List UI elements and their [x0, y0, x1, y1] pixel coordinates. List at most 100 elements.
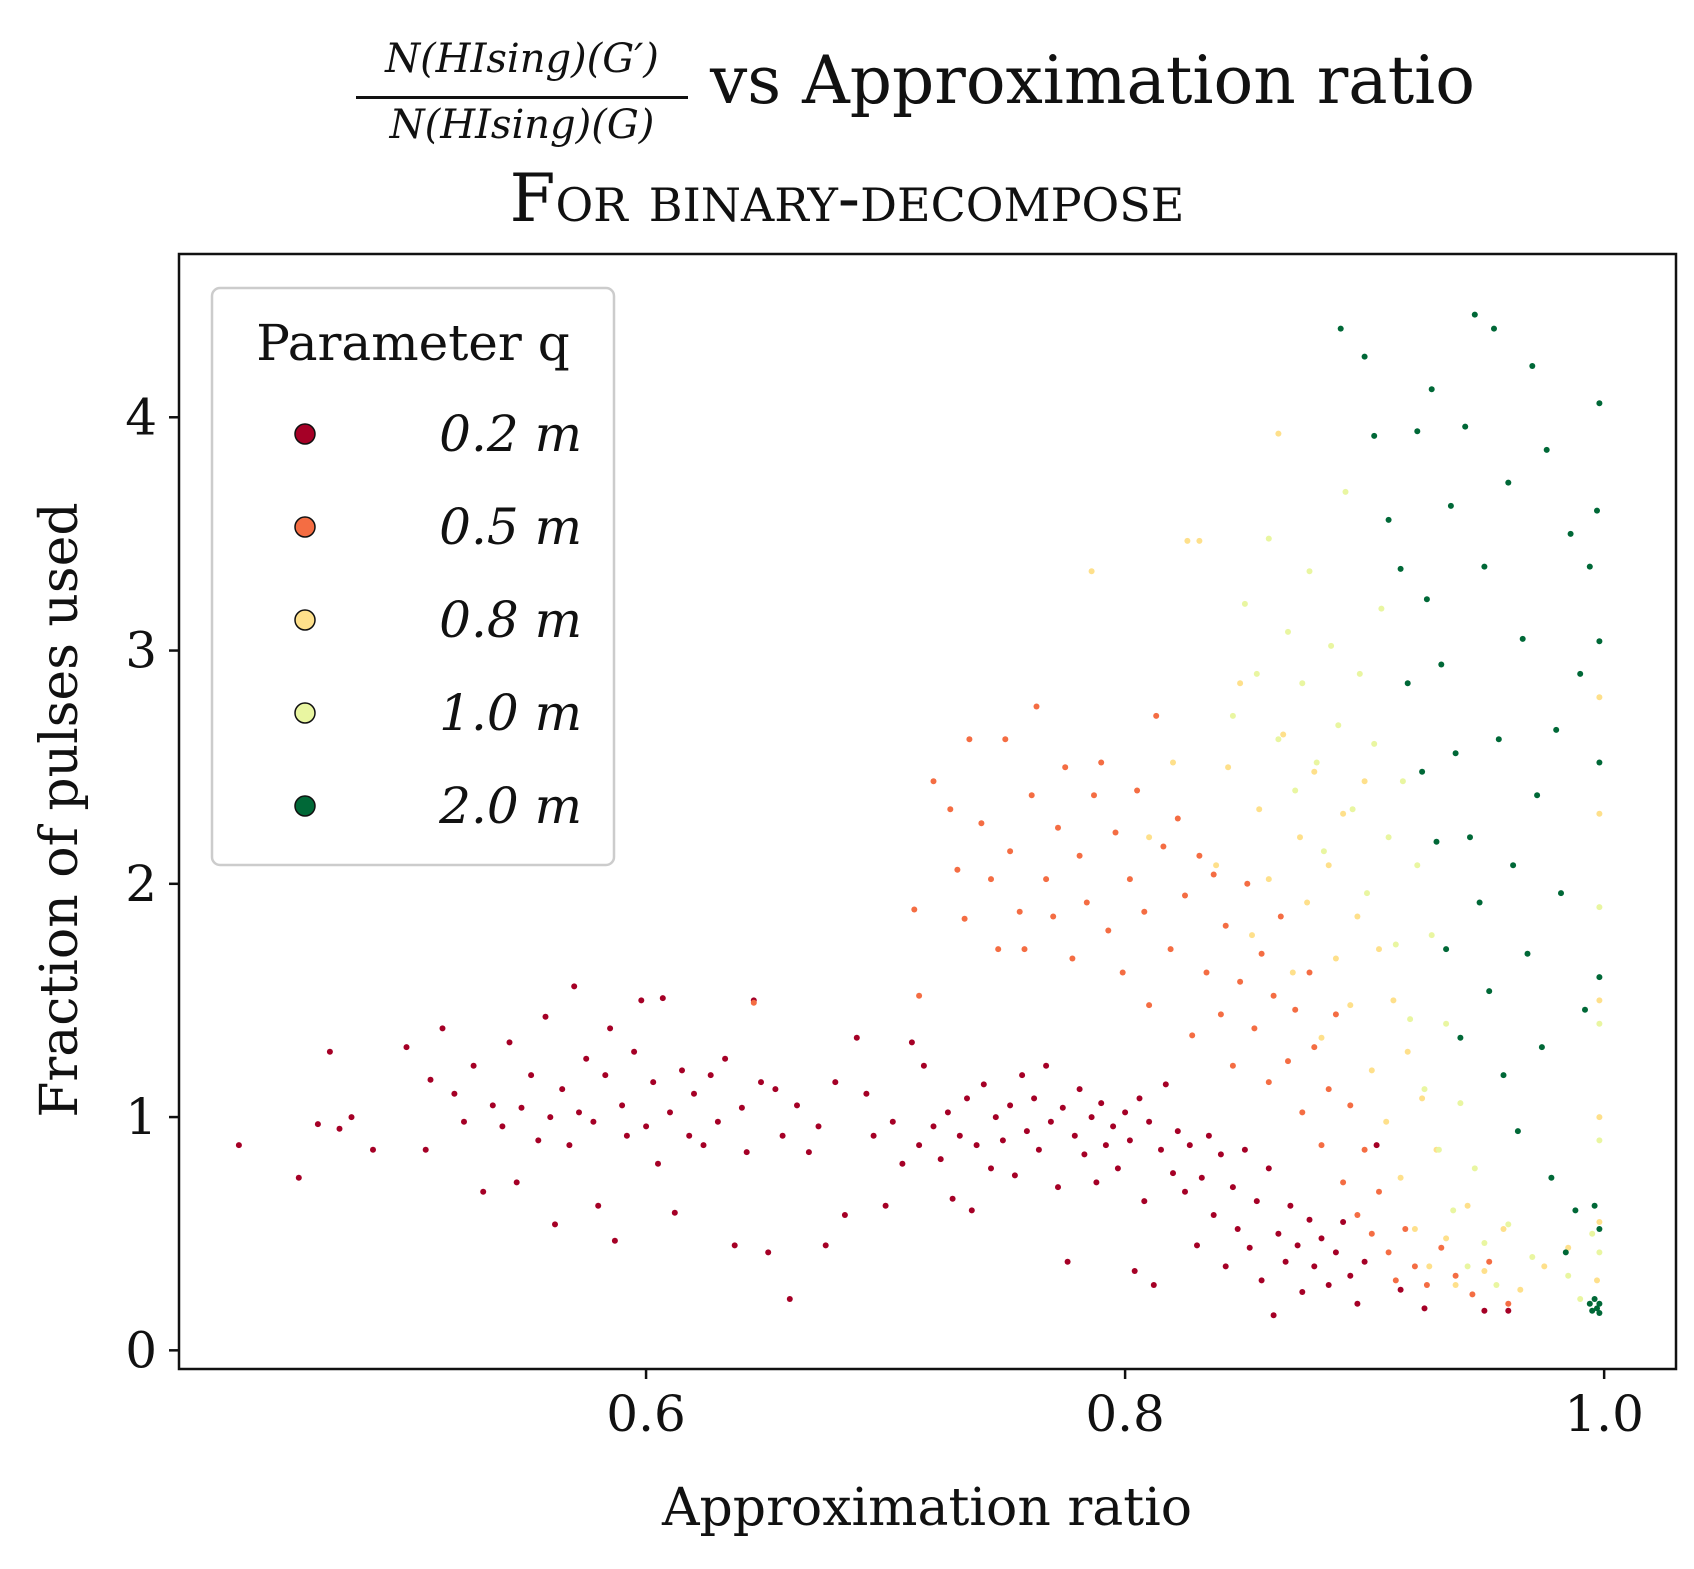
scatter-point [1328, 642, 1335, 649]
scatter-point [643, 1123, 650, 1130]
scatter-point [992, 1114, 999, 1121]
scatter-point [1253, 670, 1260, 677]
scatter-point [1043, 876, 1050, 883]
scatter-point [1383, 1118, 1390, 1125]
scatter-point [1435, 1146, 1442, 1153]
scatter-point [1397, 565, 1404, 572]
scatter-point [1325, 862, 1332, 869]
scatter-point [995, 946, 1002, 953]
scatter-point [1577, 1296, 1584, 1302]
scatter-point [1371, 432, 1378, 439]
scatter-point [1596, 1137, 1603, 1144]
scatter-point [1098, 1100, 1105, 1107]
scatter-point [743, 1149, 750, 1156]
scatter-point [1294, 1242, 1301, 1249]
scatter-point [1337, 325, 1344, 332]
scatter-point [1229, 712, 1236, 719]
scatter-point [1287, 1202, 1294, 1209]
scatter-point [899, 1160, 906, 1167]
scatter-point [1419, 1095, 1426, 1102]
scatter-point [1055, 824, 1061, 831]
legend-label: 0.2 m [439, 405, 582, 463]
scatter-point [638, 997, 645, 1004]
scatter-point [1404, 1048, 1411, 1055]
x-axis-label: Approximation ratio [661, 1478, 1192, 1538]
scatter-point [1464, 1263, 1471, 1270]
scatter-point [1596, 1114, 1603, 1121]
legend-label: 0.5 m [439, 498, 582, 556]
scatter-point [1112, 829, 1119, 836]
scatter-point [535, 1137, 542, 1144]
scatter-point [1411, 1263, 1418, 1270]
scatter-point [1131, 1268, 1138, 1274]
scatter-point [731, 1242, 738, 1249]
scatter-point [1421, 1305, 1428, 1312]
scatter-point [968, 1207, 975, 1214]
scatter-point [1428, 932, 1435, 939]
scatter-point [1397, 1286, 1404, 1293]
scatter-point [1349, 806, 1356, 813]
scatter-point [686, 1132, 693, 1139]
scatter-point [1158, 1146, 1164, 1153]
legend-marker [294, 423, 316, 445]
title-fraction-bar [356, 96, 688, 99]
scatter-point [1596, 974, 1603, 981]
scatter-point [1141, 1198, 1148, 1205]
scatter-point [590, 1118, 597, 1125]
scatter-point [805, 1149, 812, 1156]
scatter-point [1282, 1258, 1289, 1265]
scatter-points [235, 311, 1603, 1319]
scatter-point [1071, 1132, 1078, 1139]
scatter-point [1033, 703, 1040, 710]
scatter-point [1385, 834, 1392, 841]
scatter-point [470, 1062, 477, 1069]
scatter-point [1500, 1226, 1507, 1232]
series-4 [1337, 311, 1603, 1316]
scatter-point [1114, 1165, 1121, 1172]
scatter-point [1021, 946, 1028, 953]
scatter-point [1390, 997, 1397, 1004]
scatter-point [1596, 694, 1603, 701]
scatter-point [1505, 479, 1512, 486]
scatter-point [1318, 1034, 1325, 1041]
scatter-point [1275, 1230, 1282, 1237]
scatter-point [607, 1025, 614, 1032]
scatter-point [794, 1102, 800, 1109]
scatter-point [1567, 530, 1574, 537]
scatter-point [235, 1142, 242, 1149]
series-3 [1229, 488, 1603, 1302]
scatter-point [1361, 1258, 1368, 1265]
scatter-point [1189, 1032, 1196, 1039]
scatter-point [1452, 750, 1459, 757]
legend: Parameter q 0.2 m 0.5 m 0.8 m 1.0 m 2.0 m [210, 286, 616, 867]
scatter-point [1368, 1067, 1375, 1074]
scatter-point [595, 1202, 602, 1209]
scatter-point [461, 1118, 467, 1125]
scatter-point [348, 1114, 355, 1121]
scatter-point [1275, 736, 1282, 743]
scatter-point [1469, 1291, 1476, 1298]
scatter-point [1007, 1102, 1014, 1109]
scatter-point [1524, 950, 1531, 957]
scatter-point [947, 806, 954, 813]
scatter-point [1553, 726, 1560, 733]
scatter-point [930, 1123, 937, 1130]
scatter-point [1313, 759, 1320, 766]
scatter-point [707, 1072, 714, 1079]
y-tick-label: 4 [125, 388, 157, 446]
scatter-point [1457, 1034, 1464, 1041]
scatter-point [853, 1034, 860, 1041]
scatter-point [1505, 1221, 1512, 1228]
scatter-point [1491, 325, 1497, 332]
scatter-point [1505, 1307, 1512, 1314]
scatter-point [1548, 1174, 1555, 1181]
scatter-point [619, 1102, 626, 1109]
scatter-point [1364, 890, 1370, 897]
scatter-point [1297, 834, 1303, 841]
scatter-point [1335, 722, 1342, 729]
scatter-point [542, 1013, 549, 1020]
y-tick-label: 1 [125, 1088, 157, 1146]
scatter-point [1126, 876, 1133, 883]
scatter-point [1514, 1128, 1521, 1135]
scatter-point [1019, 1072, 1026, 1079]
